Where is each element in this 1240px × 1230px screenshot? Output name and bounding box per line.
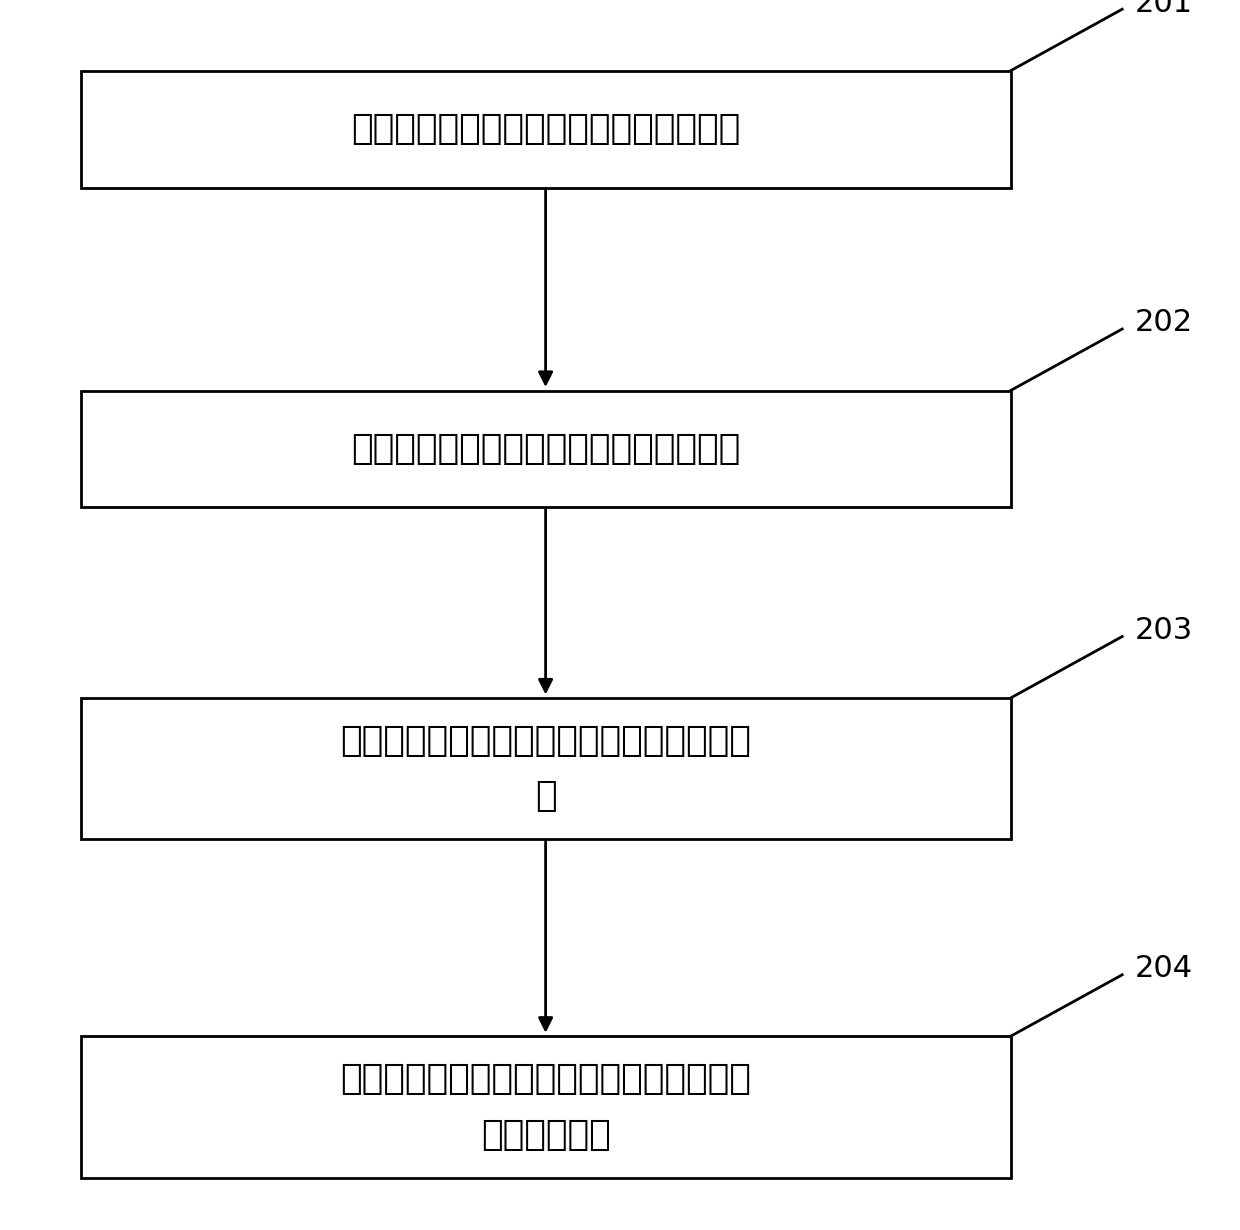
Bar — [81, 391, 1011, 507]
Text: 若上述平均输入电流高于预设的过流点，则: 若上述平均输入电流高于预设的过流点，则 — [340, 1063, 751, 1096]
Text: 检测到电路的输入电流高于预设的过流点: 检测到电路的输入电流高于预设的过流点 — [351, 112, 740, 146]
Text: 201: 201 — [1135, 0, 1193, 17]
Text: 获取电路在一段时间内输入电流的平均値: 获取电路在一段时间内输入电流的平均値 — [351, 432, 740, 466]
Bar — [81, 71, 1011, 188]
Text: 点: 点 — [534, 780, 557, 813]
Text: 202: 202 — [1135, 309, 1193, 337]
Text: 204: 204 — [1135, 954, 1193, 983]
Text: 输出告警信号: 输出告警信号 — [481, 1118, 610, 1151]
Text: 检测上述平均输入电流是否高于预设的过流: 检测上述平均输入电流是否高于预设的过流 — [340, 724, 751, 758]
Text: 203: 203 — [1135, 616, 1193, 645]
Bar — [81, 699, 1011, 839]
Bar — [81, 1036, 1011, 1178]
